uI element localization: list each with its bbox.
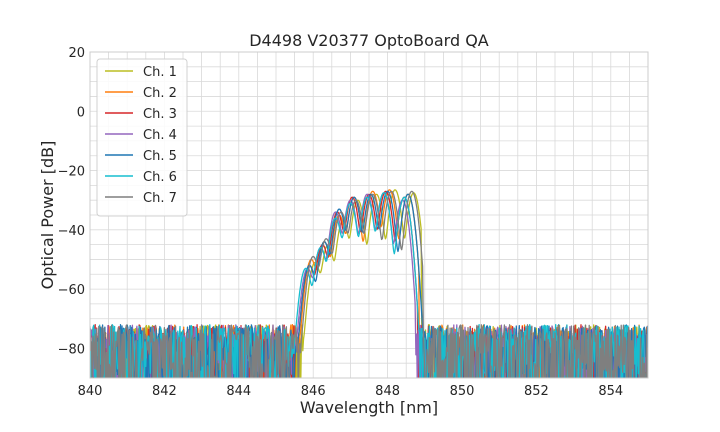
x-tick-label: 844 [226, 384, 251, 399]
plot-area [90, 189, 648, 378]
plot-frame [89, 51, 649, 379]
y-tick-label: −60 [58, 283, 85, 298]
x-axis-ticks: 840 842 844 846 848 850 852 854 [78, 384, 624, 399]
legend-label: Ch. 4 [143, 128, 177, 143]
y-axis-title: Optical Power [dB] [38, 141, 57, 290]
x-axis-title: Wavelength [nm] [300, 398, 438, 417]
y-tick-label: 20 [68, 46, 85, 61]
x-tick-label: 854 [598, 384, 623, 399]
series-line-1 [90, 189, 648, 378]
x-tick-label: 846 [301, 384, 326, 399]
y-tick-label: −20 [58, 165, 85, 180]
y-tick-label: −40 [58, 224, 85, 239]
legend-label: Ch. 1 [143, 65, 177, 80]
x-tick-label: 852 [524, 384, 549, 399]
y-tick-label: −80 [58, 342, 85, 357]
x-tick-label: 842 [152, 384, 177, 399]
legend-label: Ch. 6 [143, 170, 177, 185]
chart-title: D4498 V20377 OptoBoard QA [249, 31, 489, 50]
legend-label: Ch. 5 [143, 149, 177, 164]
series-line-3 [90, 190, 648, 378]
x-tick-label: 848 [375, 384, 400, 399]
legend-label: Ch. 2 [143, 86, 177, 101]
x-tick-label: 850 [450, 384, 475, 399]
legend: Ch. 1 Ch. 2 Ch. 3 Ch. 4 Ch. 5 Ch. 6 Ch. 7 [96, 58, 188, 217]
legend-label: Ch. 3 [143, 107, 177, 122]
y-tick-label: 0 [77, 105, 85, 120]
series-line-7 [90, 190, 648, 378]
y-axis-ticks: 20 0 −20 −40 −60 −80 [58, 46, 85, 357]
series-lines [90, 189, 648, 378]
legend-label: Ch. 7 [143, 191, 177, 206]
x-tick-label: 840 [78, 384, 103, 399]
